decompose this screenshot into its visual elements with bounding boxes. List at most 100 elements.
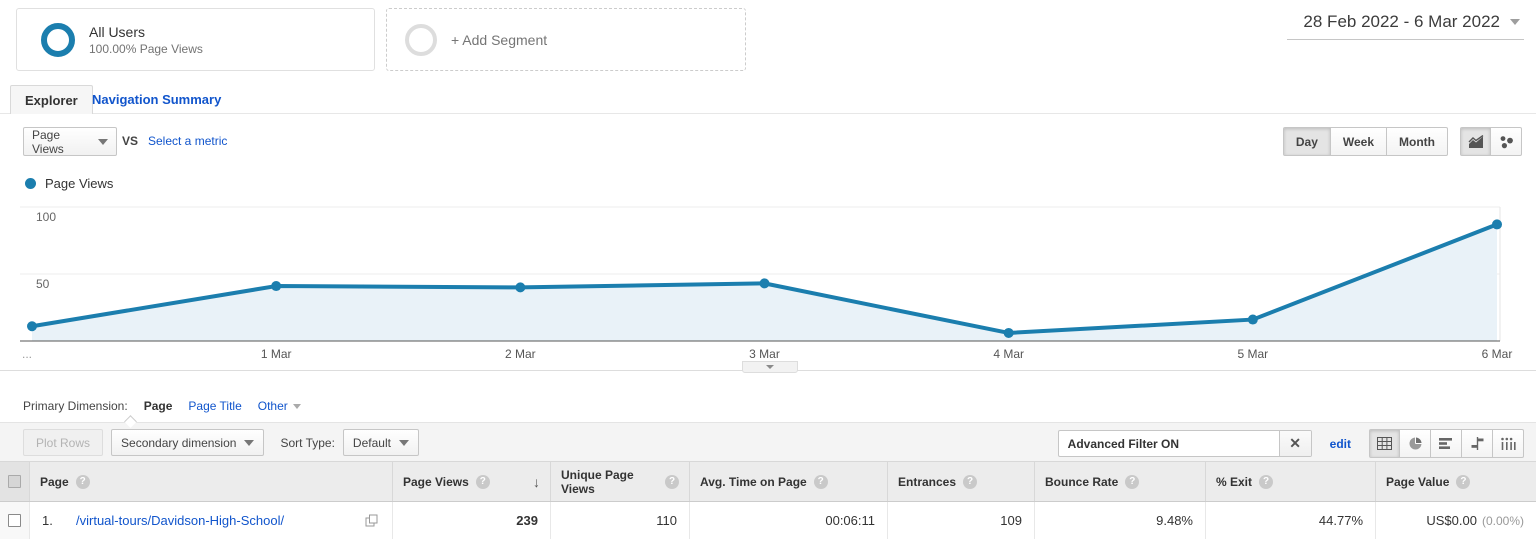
granularity-day-button[interactable]: Day <box>1282 127 1331 156</box>
data-view-button[interactable] <box>1369 429 1400 458</box>
header-page-views[interactable]: Page Views ? ↓ <box>393 462 551 501</box>
legend-dot-icon <box>25 178 36 189</box>
help-icon[interactable]: ? <box>1125 474 1140 489</box>
chevron-down-icon <box>98 138 108 145</box>
secondary-dimension-dropdown[interactable]: Secondary dimension <box>111 429 265 456</box>
header-avg-time-label: Avg. Time on Page <box>700 474 807 489</box>
chevron-down-icon <box>398 439 409 446</box>
cell-exit: 44.77% <box>1206 502 1376 539</box>
table-header-row: Page ? Page Views ? ↓ Unique Page Views … <box>0 462 1536 502</box>
report-tabbar: Explorer Navigation Summary <box>0 85 1536 114</box>
help-icon[interactable]: ? <box>1259 474 1274 489</box>
help-icon[interactable]: ? <box>963 474 978 489</box>
cell-entrances: 109 <box>888 502 1035 539</box>
help-icon[interactable]: ? <box>475 474 490 489</box>
help-icon[interactable]: ? <box>813 474 828 489</box>
advanced-filter-close-button[interactable]: ✕ <box>1278 431 1311 456</box>
header-unique-page-views[interactable]: Unique Page Views ? <box>551 462 690 501</box>
svg-text:6 Mar: 6 Mar <box>1482 347 1513 361</box>
table-view-toggle <box>1369 429 1524 458</box>
row-checkbox[interactable] <box>8 514 21 527</box>
pages-table: Page ? Page Views ? ↓ Unique Page Views … <box>0 462 1536 539</box>
cell-unique-page-views: 110 <box>551 502 690 539</box>
sort-type-dropdown[interactable]: Default <box>342 429 419 456</box>
help-icon[interactable]: ? <box>75 474 90 489</box>
pivot-view-button[interactable] <box>1493 429 1524 458</box>
add-segment-button[interactable]: + Add Segment <box>386 8 746 71</box>
chevron-down-icon <box>1510 19 1520 25</box>
comparison-icon <box>1471 437 1483 450</box>
granularity-week-button[interactable]: Week <box>1330 127 1388 156</box>
metric-dropdown[interactable]: Page Views <box>23 127 117 156</box>
svg-text:100: 100 <box>36 210 56 224</box>
primary-dimension-page[interactable]: Page <box>143 399 173 413</box>
header-exit[interactable]: % Exit ? <box>1206 462 1376 501</box>
header-page[interactable]: Page ? <box>30 462 393 501</box>
bar-view-icon <box>1439 438 1452 449</box>
svg-text:4 Mar: 4 Mar <box>993 347 1024 361</box>
row-checkbox-cell[interactable] <box>0 502 30 539</box>
header-unique-page-views-label: Unique Page Views <box>561 467 634 496</box>
page-value-amount: US$0.00 <box>1426 513 1477 528</box>
help-icon[interactable]: ? <box>1456 474 1471 489</box>
cell-avg-time: 00:06:11 <box>690 502 888 539</box>
header-page-label: Page <box>40 474 69 489</box>
granularity-toggle: Day Week Month <box>1282 127 1448 156</box>
chart-expander-handle[interactable] <box>742 361 798 373</box>
cell-page-views: 239 <box>393 502 551 539</box>
sort-type-value: Default <box>352 435 391 450</box>
select-all-checkbox[interactable] <box>8 475 21 488</box>
header-page-value[interactable]: Page Value ? <box>1376 462 1536 501</box>
chart-legend: Page Views <box>25 176 113 191</box>
tab-navigation-summary[interactable]: Navigation Summary <box>92 91 222 107</box>
help-icon[interactable]: ? <box>665 474 679 489</box>
plot-rows-button[interactable]: Plot Rows <box>23 429 104 456</box>
line-chart-view-button[interactable] <box>1460 127 1491 156</box>
select-all-checkbox-cell[interactable] <box>0 462 30 501</box>
table-row: 1. /virtual-tours/Davidson-High-School/ … <box>0 502 1536 539</box>
tab-explorer[interactable]: Explorer <box>10 85 93 114</box>
date-range-selector[interactable]: 28 Feb 2022 - 6 Mar 2022 <box>1287 10 1524 40</box>
segment-subtitle: 100.00% Page Views <box>89 41 203 56</box>
primary-dimension-bar: Primary Dimension: Page Page Title Other <box>23 399 301 413</box>
cell-page-value: US$0.00 (0.00%) <box>1376 502 1536 539</box>
segment-all-users[interactable]: All Users 100.00% Page Views <box>16 8 375 71</box>
chevron-down-icon <box>766 365 774 369</box>
vs-label: VS <box>122 134 139 148</box>
chart-type-toggle <box>1460 127 1522 156</box>
header-bounce-rate[interactable]: Bounce Rate ? <box>1035 462 1206 501</box>
metric-selector-row: Page Views VS Select a metric Day Week M… <box>0 127 1536 157</box>
cell-bounce-rate: 9.48% <box>1035 502 1206 539</box>
pivot-icon <box>1501 437 1516 450</box>
primary-dimension-page-title[interactable]: Page Title <box>188 399 242 413</box>
advanced-filter-edit-link[interactable]: edit <box>1329 436 1351 451</box>
granularity-month-button[interactable]: Month <box>1387 127 1448 156</box>
percentage-view-button[interactable] <box>1400 429 1431 458</box>
open-page-icon[interactable] <box>365 514 378 527</box>
select-a-metric-link[interactable]: Select a metric <box>148 134 228 148</box>
pageviews-chart-svg[interactable]: 50 100... 1 Mar 2 Mar 3 Mar 4 Mar 5 Mar 6 Mar <box>0 200 1536 370</box>
advanced-filter-chip: Advanced Filter ON ✕ <box>1057 430 1312 457</box>
header-bounce-rate-label: Bounce Rate <box>1045 474 1119 489</box>
primary-dimension-other[interactable]: Other <box>258 399 301 413</box>
segment-donut-icon <box>41 22 75 57</box>
comparison-view-button[interactable] <box>1462 429 1493 458</box>
svg-text:1 Mar: 1 Mar <box>261 347 292 361</box>
secondary-dimension-label: Secondary dimension <box>121 435 237 450</box>
header-avg-time[interactable]: Avg. Time on Page ? <box>690 462 888 501</box>
header-page-value-label: Page Value <box>1386 474 1450 489</box>
header-exit-label: % Exit <box>1216 474 1253 489</box>
table-toolbar: Plot Rows Secondary dimension Sort Type:… <box>0 422 1536 462</box>
motion-chart-view-button[interactable] <box>1491 127 1522 156</box>
line-chart-icon <box>1468 134 1483 148</box>
performance-view-button[interactable] <box>1431 429 1462 458</box>
page-link[interactable]: /virtual-tours/Davidson-High-School/ <box>76 513 285 528</box>
legend-label: Page Views <box>45 176 114 191</box>
add-segment-label: + Add Segment <box>451 31 548 48</box>
header-entrances-label: Entrances <box>898 474 957 489</box>
sort-descending-icon[interactable]: ↓ <box>533 473 540 490</box>
svg-text:...: ... <box>22 347 32 361</box>
header-entrances[interactable]: Entrances ? <box>888 462 1035 501</box>
svg-text:50: 50 <box>36 277 50 291</box>
header-page-views-label: Page Views <box>403 474 469 489</box>
